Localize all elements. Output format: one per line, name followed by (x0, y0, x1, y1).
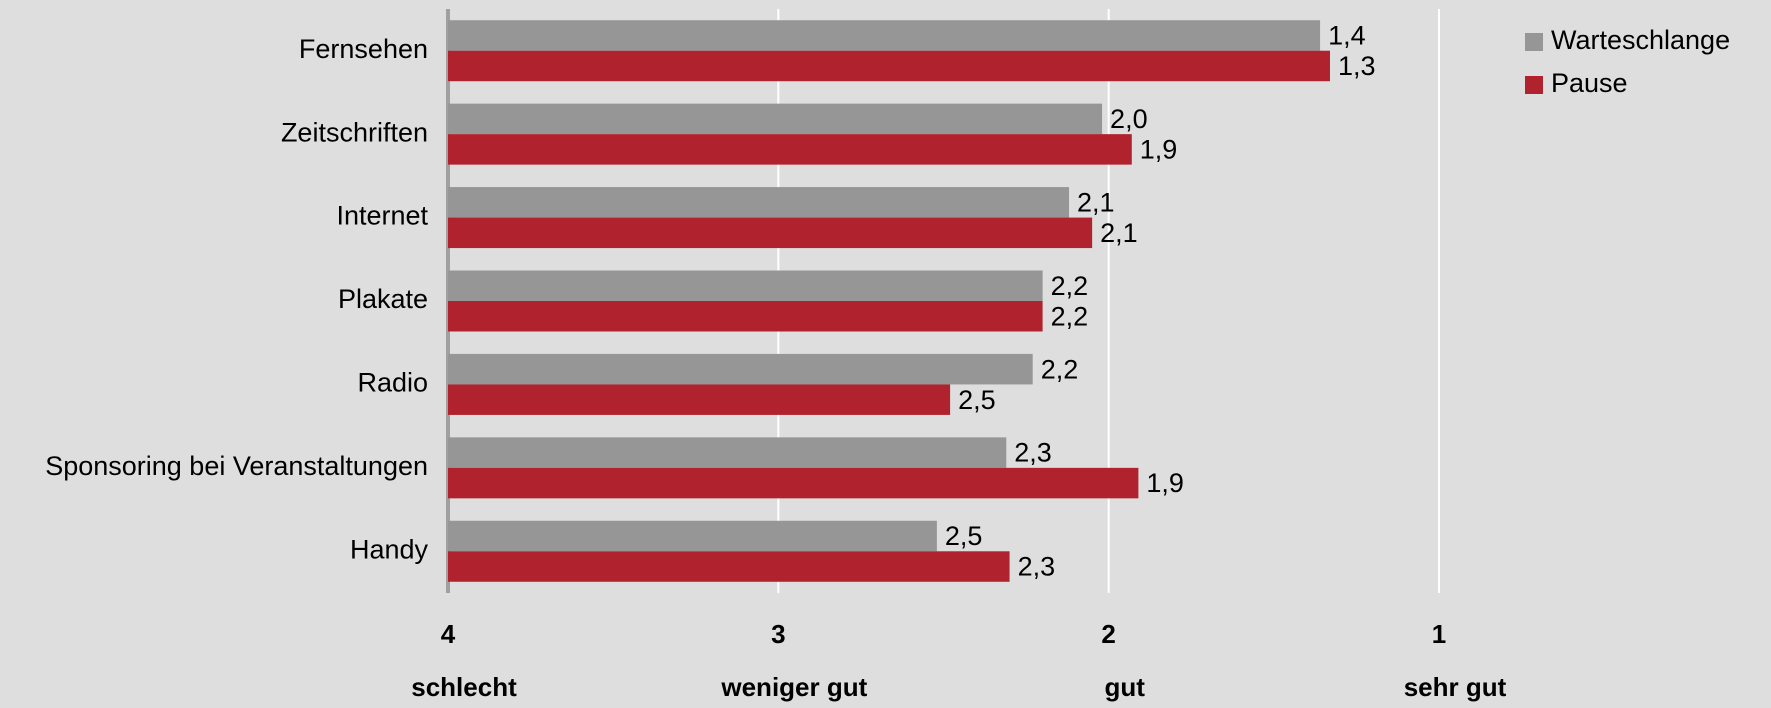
bar (448, 520, 937, 552)
bar (448, 103, 1103, 135)
value-label: 2,1 (1100, 218, 1138, 248)
value-label: 2,2 (1051, 271, 1089, 301)
value-label: 1,9 (1140, 135, 1178, 165)
bar (448, 217, 1093, 249)
bar (448, 467, 1139, 499)
bar (448, 384, 951, 415)
bar (448, 301, 1043, 332)
legend-label: Warteschlange (1551, 25, 1730, 55)
bar (448, 187, 1070, 218)
legend-swatch (1525, 76, 1543, 94)
value-label: 2,5 (958, 385, 996, 415)
legend-swatch (1525, 33, 1543, 51)
value-label: 2,0 (1110, 104, 1148, 134)
value-label: 1,3 (1338, 51, 1376, 81)
y-tick-label: Handy (350, 534, 429, 564)
y-tick-label: Plakate (338, 284, 428, 314)
value-label: 2,2 (1051, 301, 1089, 331)
x-tick-description: sehr gut (1404, 672, 1507, 702)
bar (448, 270, 1043, 301)
bar (448, 353, 1033, 385)
y-tick-label: Radio (357, 368, 428, 398)
value-label: 2,3 (1014, 438, 1052, 468)
x-tick-description: schlecht (411, 672, 517, 702)
legend-label: Pause (1551, 68, 1628, 98)
value-label: 2,1 (1077, 187, 1115, 217)
x-tick-label: 3 (771, 619, 785, 649)
bar (448, 20, 1321, 51)
y-tick-label: Sponsoring bei Veranstaltungen (45, 451, 428, 481)
bar (448, 134, 1132, 165)
value-label: 2,3 (1018, 552, 1056, 582)
x-tick-label: 2 (1101, 619, 1115, 649)
value-label: 2,2 (1041, 354, 1079, 384)
value-label: 2,5 (945, 521, 983, 551)
bar (448, 437, 1007, 468)
bar (448, 551, 1010, 582)
value-label: 1,9 (1146, 468, 1184, 498)
y-tick-label: Internet (336, 201, 428, 231)
x-tick-label: 1 (1432, 619, 1446, 649)
bar (448, 50, 1330, 82)
y-tick-label: Zeitschriften (281, 117, 428, 147)
x-tick-label: 4 (441, 619, 456, 649)
value-label: 1,4 (1328, 21, 1366, 51)
y-tick-label: Fernsehen (299, 34, 428, 64)
x-tick-description: weniger gut (720, 672, 867, 702)
x-tick-description: gut (1104, 672, 1145, 702)
